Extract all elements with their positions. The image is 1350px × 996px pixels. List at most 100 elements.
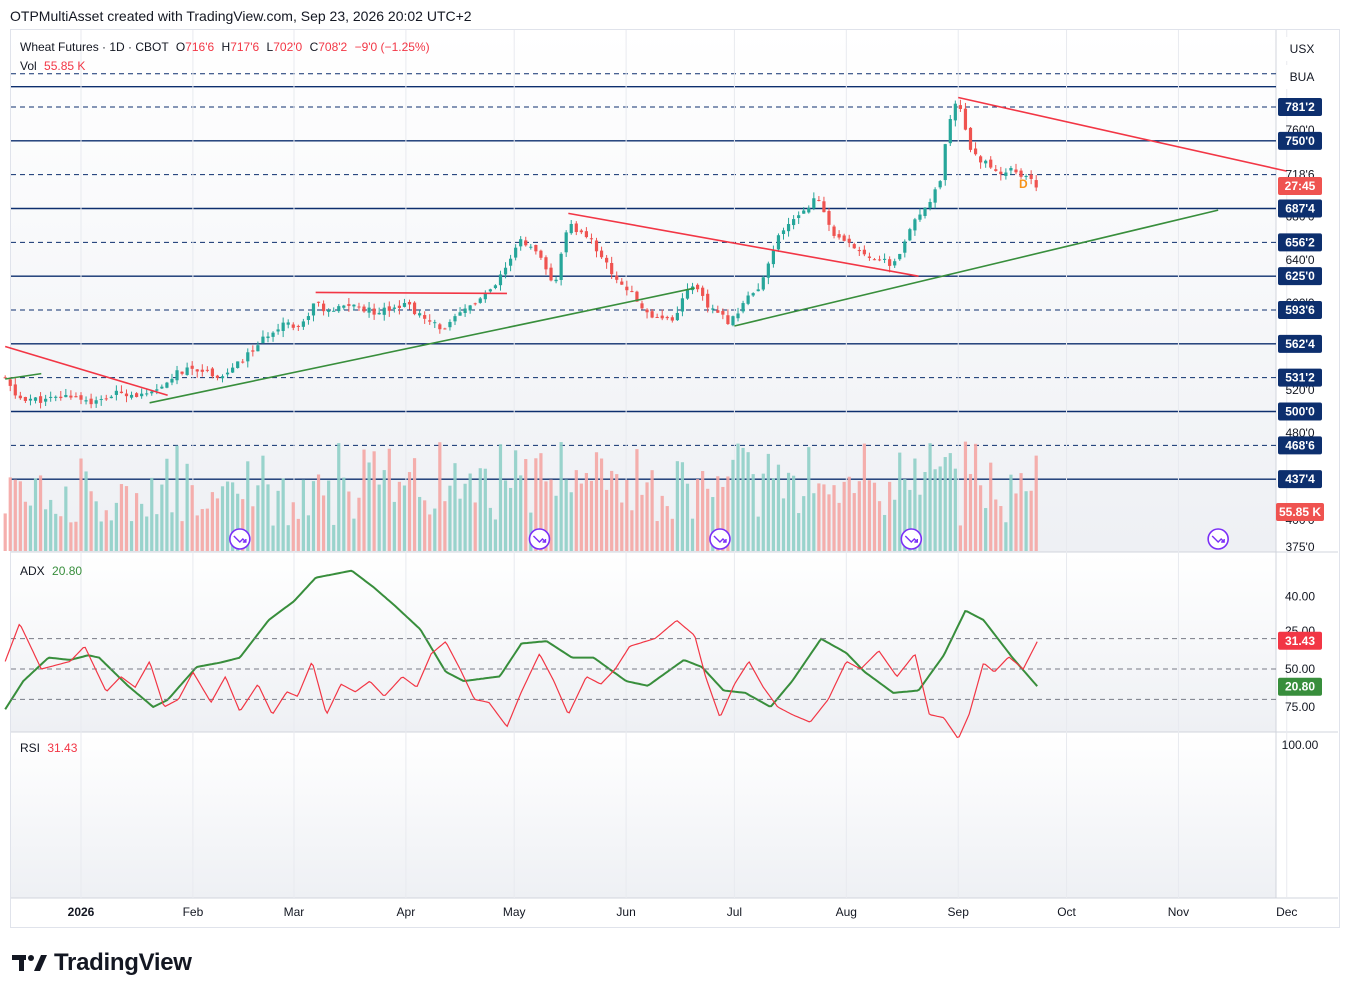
legend-symbol: Wheat Futures · 1D · CBOT (20, 40, 169, 54)
event-marker-icon (528, 528, 551, 550)
volume-bar (185, 463, 189, 551)
candle-body (241, 361, 245, 363)
volume-bar (695, 479, 700, 551)
volume-bar (655, 521, 659, 551)
volume-legend-label: Vol (20, 59, 37, 73)
candle-body (104, 398, 108, 400)
volume-bar (847, 476, 851, 551)
volume-bar (812, 493, 816, 551)
candle-body (893, 261, 897, 266)
chart-header: OTPMultiAsset created with TradingView.c… (10, 8, 472, 24)
unit-button-bua[interactable]: BUA (1281, 65, 1323, 89)
candle-body (468, 305, 472, 311)
level-price-label: 562'4 (1285, 337, 1315, 351)
time-axis[interactable]: 2026 Feb Mar Apr May Jun Jul Aug Sep Oct Nov Dec (68, 905, 1298, 919)
candle-body (251, 350, 255, 352)
volume-bar (367, 462, 371, 551)
volume-bar (534, 458, 538, 551)
candle-body (908, 229, 912, 241)
volume-bar (741, 447, 745, 551)
candle-body (847, 238, 851, 243)
adx-legend: ADX 20.80 (20, 564, 82, 578)
rsi-legend-value: 31.43 (47, 741, 78, 755)
volume-bar (119, 484, 124, 551)
volume-bar (999, 506, 1003, 551)
candle-body (377, 312, 381, 315)
candle-body (69, 395, 73, 398)
candle-body (205, 369, 209, 371)
candle-body (124, 393, 129, 397)
trendlines[interactable] (4, 96, 1287, 404)
volume-bar (706, 488, 710, 551)
candles (3, 99, 1038, 409)
candle-body (650, 311, 654, 318)
candle-body (989, 159, 993, 168)
volume-bar (266, 484, 270, 551)
volume-bar (89, 491, 93, 551)
candle-body (185, 367, 189, 375)
candle-body (337, 306, 341, 312)
candle-body (751, 293, 755, 296)
volume-bar (165, 458, 169, 551)
volume-bar (933, 469, 937, 551)
volume-bar (387, 448, 391, 551)
candle-body (33, 397, 38, 401)
price-axis[interactable]: 760'0718'6680'0640'0600'0520'0480'0400'0… (1276, 97, 1324, 752)
candle-body (342, 305, 346, 308)
volume-bar (989, 462, 993, 551)
volume-bar (832, 485, 836, 551)
resistance-trendline (4, 345, 168, 397)
volume-bar (781, 498, 786, 551)
event-markers[interactable] (229, 528, 1229, 550)
level-price-label: 500'0 (1285, 405, 1315, 419)
volume-bar (549, 479, 553, 551)
volume-bar (802, 496, 806, 551)
volume-bar (908, 489, 912, 551)
volume-bar (594, 452, 599, 551)
candle-body (190, 365, 194, 369)
time-axis-tick: Dec (1276, 905, 1297, 919)
volume-bar (973, 443, 978, 551)
tradingview-logo-icon (12, 955, 47, 971)
candle-body (781, 230, 786, 235)
time-axis-tick: Jun (616, 905, 635, 919)
candle-body (483, 293, 487, 300)
candle-body (347, 304, 351, 306)
tradingview-logo[interactable]: TradingView (12, 949, 192, 977)
candle-body (261, 336, 265, 344)
currency-button-usx[interactable]: USX (1281, 37, 1323, 61)
level-price-label: 656'2 (1285, 235, 1315, 249)
candle-body (898, 253, 902, 260)
candle-body (231, 367, 235, 373)
candle-body (428, 320, 432, 322)
candle-body (109, 396, 113, 399)
volume-bar (8, 477, 12, 551)
price-axis-tick: 375'0 (1286, 540, 1315, 554)
candle-body (1024, 176, 1028, 178)
candle-body (225, 372, 230, 375)
candle-body (817, 199, 821, 201)
level-price-label: 625'0 (1285, 269, 1315, 283)
volume-bar (342, 477, 346, 551)
candle-body (316, 301, 321, 303)
volume-bar (276, 490, 280, 551)
candle-body (726, 315, 730, 325)
volume-value-label-bg (1276, 503, 1324, 521)
volume-bar (746, 452, 750, 551)
candle-body (28, 398, 33, 401)
candle-body (246, 352, 250, 362)
volume-bar (559, 442, 563, 551)
volume-bar (519, 475, 523, 551)
support-trendline (5, 372, 42, 380)
volume-bar (827, 494, 831, 551)
rsi-axis-tick: 75.00 (1285, 700, 1315, 714)
candle-body (412, 302, 417, 315)
candle-body (94, 400, 98, 404)
level-price-label-bg (1278, 402, 1322, 421)
candle-body (574, 223, 578, 233)
volume-bar (1029, 490, 1033, 551)
volume-bar (281, 478, 285, 551)
volume-bar (837, 502, 841, 551)
volume-bar (438, 442, 442, 551)
